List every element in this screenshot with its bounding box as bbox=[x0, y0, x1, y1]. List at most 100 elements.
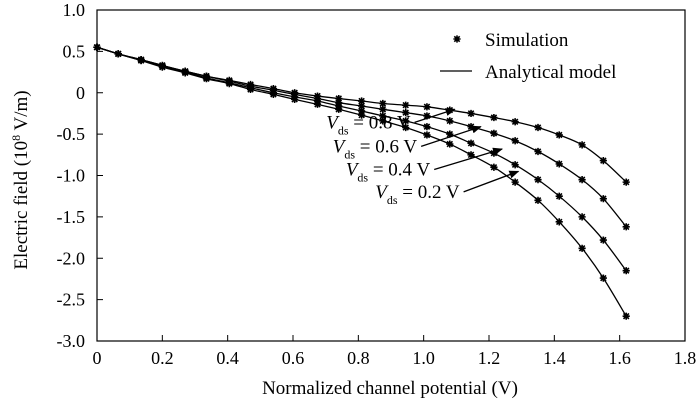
annotation-arrow bbox=[463, 170, 520, 193]
simulation-point bbox=[555, 160, 563, 168]
simulation-point bbox=[335, 105, 343, 113]
simulation-point-dot bbox=[95, 45, 99, 50]
x-tick-label: 1.2 bbox=[478, 348, 501, 368]
simulation-point-dot bbox=[513, 162, 517, 167]
simulation-point-dot bbox=[469, 124, 473, 129]
simulation-point-dot bbox=[601, 238, 606, 242]
simulation-point bbox=[402, 109, 410, 117]
simulation-point bbox=[555, 218, 563, 226]
simulation-point bbox=[181, 69, 189, 77]
y-tick-label: -3.0 bbox=[57, 331, 86, 351]
simulation-point bbox=[379, 117, 387, 125]
legend: Simulation Analytical model bbox=[440, 30, 616, 83]
simulation-point bbox=[446, 117, 454, 125]
simulation-point-dot bbox=[403, 103, 408, 107]
simulation-point-dot bbox=[624, 180, 628, 184]
simulation-point-dot bbox=[557, 133, 562, 137]
simulation-point-dot bbox=[359, 113, 364, 117]
simulation-point bbox=[158, 63, 166, 71]
legend-label-simulation: Simulation bbox=[485, 30, 569, 51]
simulation-point bbox=[622, 223, 630, 231]
simulation-point-dot bbox=[492, 115, 496, 120]
simulation-point-dot bbox=[403, 110, 408, 115]
y-tick-label: -1.5 bbox=[57, 207, 86, 227]
simulation-point bbox=[578, 244, 586, 252]
simulation-point bbox=[358, 97, 366, 105]
simulation-point-dot bbox=[315, 102, 320, 107]
simulation-point-dot bbox=[448, 119, 452, 123]
simulation-point bbox=[446, 130, 454, 138]
simulation-point bbox=[423, 112, 431, 120]
x-tick-label: 1.4 bbox=[543, 348, 566, 368]
simulation-point bbox=[358, 111, 366, 119]
simulation-point-dot bbox=[601, 158, 606, 163]
simulation-point-dot bbox=[624, 314, 628, 318]
simulation-point bbox=[402, 117, 410, 125]
simulation-point bbox=[622, 312, 630, 320]
simulation-point bbox=[467, 151, 475, 159]
simulation-point-dot bbox=[624, 268, 628, 273]
simulation-point-dot bbox=[381, 107, 385, 112]
simulation-point bbox=[578, 141, 586, 149]
simulation-point-dot bbox=[204, 76, 209, 81]
simulation-point-dot bbox=[601, 196, 606, 201]
simulation-point-dot bbox=[536, 149, 540, 154]
simulation-point-dot bbox=[359, 109, 364, 113]
simulation-point bbox=[225, 80, 233, 88]
simulation-point-dot bbox=[425, 105, 429, 109]
simulation-point bbox=[555, 131, 563, 139]
simulation-point-dot bbox=[183, 71, 187, 75]
simulation-point bbox=[423, 103, 431, 111]
simulation-point-dot bbox=[425, 114, 429, 118]
simulation-point bbox=[599, 157, 607, 165]
y-tick-label: 0 bbox=[76, 83, 85, 103]
simulation-point bbox=[511, 178, 519, 186]
simulation-point bbox=[578, 176, 586, 184]
y-axis-label-suffix: V/m) bbox=[11, 90, 32, 135]
simulation-point-dot bbox=[580, 143, 584, 147]
series-label: Vds = 0.4 V bbox=[346, 160, 431, 185]
simulation-point-dot bbox=[513, 119, 517, 124]
simulation-point-dot bbox=[425, 124, 429, 129]
simulation-point-dot bbox=[139, 58, 143, 63]
series-label-subscript: ds bbox=[338, 123, 349, 137]
simulation-point bbox=[622, 267, 630, 275]
simulation-point bbox=[313, 100, 322, 108]
simulation-point bbox=[269, 90, 277, 99]
simulation-point-dot bbox=[160, 65, 165, 69]
x-axis: 0 0.2 0.4 0.6 0.8 1.0 1.2 1.4 1.6 1.8 bbox=[93, 335, 697, 368]
simulation-point-dot bbox=[601, 276, 606, 280]
simulation-point-dot bbox=[271, 92, 276, 97]
simulation-point bbox=[467, 109, 475, 118]
simulation-point-dot bbox=[448, 132, 452, 136]
simulation-point-dot bbox=[381, 119, 385, 123]
simulation-point bbox=[511, 118, 519, 126]
simulation-point-dot bbox=[403, 125, 408, 130]
simulation-point-dot bbox=[469, 111, 473, 116]
simulation-point bbox=[379, 112, 387, 120]
series-label-value: = 0.8 V bbox=[349, 112, 411, 133]
x-tick-label: 1.8 bbox=[674, 348, 697, 368]
simulation-point-dot bbox=[536, 198, 540, 203]
simulation-point-dot bbox=[492, 131, 496, 136]
simulation-point bbox=[599, 195, 607, 203]
simulation-point bbox=[446, 140, 454, 148]
series-label-subscript: ds bbox=[344, 147, 355, 161]
simulation-point bbox=[490, 129, 498, 137]
annotation-arrow bbox=[414, 108, 456, 123]
simulation-point bbox=[379, 105, 387, 113]
series-label-symbol: V bbox=[346, 160, 360, 181]
simulation-point-dot bbox=[381, 101, 385, 106]
simulation-point bbox=[291, 95, 299, 103]
x-axis-label: Normalized channel potential (V) bbox=[262, 378, 518, 399]
simulation-point bbox=[423, 131, 431, 139]
simulation-point bbox=[402, 101, 410, 109]
y-axis: 1.0 0.5 0 -0.5 -1.0 -1.5 -2.0 -2.5 -3.0 bbox=[57, 0, 103, 351]
simulation-point-dot bbox=[557, 220, 562, 224]
simulation-point bbox=[137, 56, 145, 65]
x-tick-label: 0.2 bbox=[151, 348, 174, 368]
series-label-symbol: V bbox=[375, 182, 389, 203]
simulation-point-dot bbox=[292, 97, 297, 102]
simulation-point-dot bbox=[513, 180, 517, 184]
simulation-point-dot bbox=[336, 96, 341, 101]
